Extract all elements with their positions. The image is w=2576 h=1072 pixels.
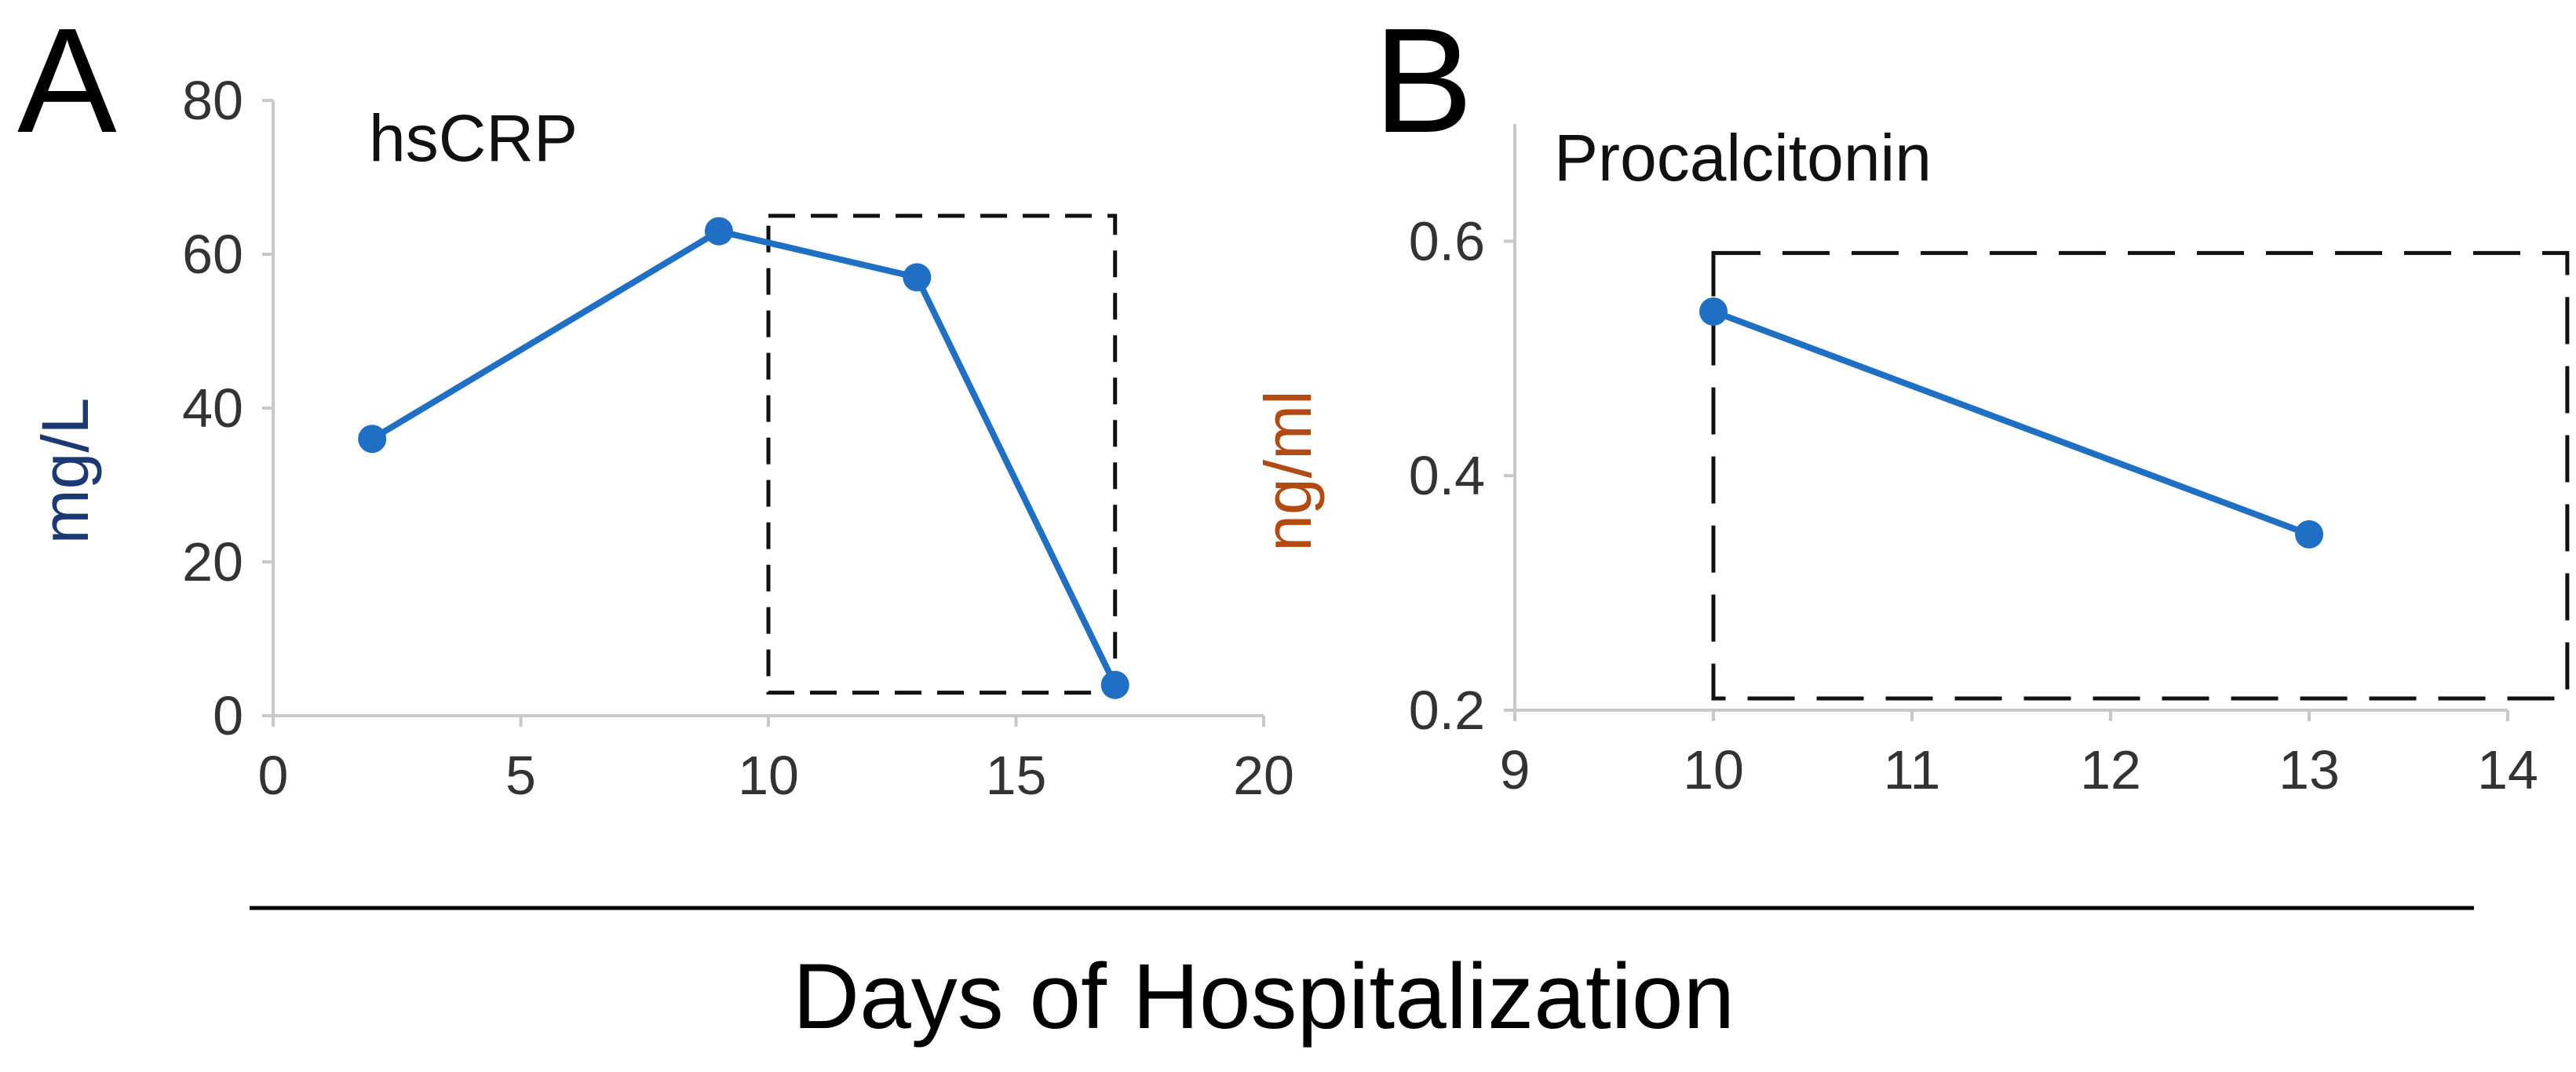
- panel-b-axes: 9 10 11 12 13 14 0.2 0.4 0.6: [1409, 124, 2538, 800]
- panel-b-highlight-box: [1711, 250, 2570, 701]
- panel-b-ylabel: ng/ml: [1251, 390, 1325, 551]
- panel-a-axes: 0 5 10 15 20 0 20 40 60 80: [182, 70, 1294, 806]
- shared-xlabel: Days of Hospitalization: [793, 945, 1735, 1048]
- panel-b-data-point: [1699, 297, 1728, 326]
- panel-a-ylabel: mg/L: [28, 398, 102, 545]
- panel-a-y-tick-label: 20: [182, 531, 243, 593]
- panel-a-data-point: [358, 425, 387, 454]
- panel-a-series-line: [370, 228, 1118, 687]
- panel-a-x-tick-label: 0: [258, 745, 289, 806]
- panel-a-data-point: [704, 217, 733, 246]
- panel-b-x-tick-label: 9: [1500, 739, 1531, 800]
- panel-a-data-point: [1100, 670, 1129, 699]
- panel-a-y-tick-label: 40: [182, 377, 243, 439]
- panel-b-x-tick-label: 14: [2477, 739, 2538, 800]
- panel-b-y-tick-label: 0.6: [1409, 210, 1485, 272]
- panel-b-box-layer: [1711, 250, 2570, 701]
- panel-b-label: B: [1374, 0, 1473, 164]
- panel-a-highlight-box: [766, 213, 1118, 695]
- panel-a-label: A: [17, 0, 117, 164]
- panel-a-title: hsCRP: [369, 101, 578, 175]
- panel-a-y-tick-label: 60: [182, 224, 243, 285]
- panel-b-x-tick-label: 12: [2080, 739, 2141, 800]
- panel-b-series-layer: [1699, 297, 2323, 549]
- panel-a-box-layer: [766, 213, 1118, 695]
- panel-b-data-point: [2295, 520, 2323, 549]
- panel-a: A hsCRP mg/L 0 5 10 15 20 0 20 40 60 80: [17, 0, 1294, 806]
- panel-a-y-tick-label: 0: [213, 685, 243, 746]
- panel-b-y-tick-label: 0.4: [1409, 445, 1485, 506]
- panel-a-y-tick-label: 80: [182, 70, 243, 131]
- panel-b-x-tick-label: 10: [1683, 739, 1744, 800]
- panel-a-x-tick-label: 15: [986, 745, 1047, 806]
- panel-b: B Procalcitonin ng/ml 9 10 11 12 13 14 0.2 0.4 0…: [1251, 0, 2570, 800]
- panel-b-x-tick-label: 11: [1884, 739, 1941, 800]
- panel-a-x-tick-label: 20: [1233, 745, 1294, 806]
- panel-a-x-tick-label: 5: [505, 745, 536, 806]
- panel-a-x-tick-label: 10: [738, 745, 799, 806]
- panel-a-data-point: [903, 263, 932, 292]
- panel-b-x-tick-label: 13: [2279, 739, 2340, 800]
- panel-b-title: Procalcitonin: [1554, 121, 1932, 195]
- panel-b-y-tick-label: 0.2: [1409, 680, 1485, 741]
- panel-b-series-line: [1712, 308, 2311, 538]
- panel-a-series-layer: [358, 217, 1129, 699]
